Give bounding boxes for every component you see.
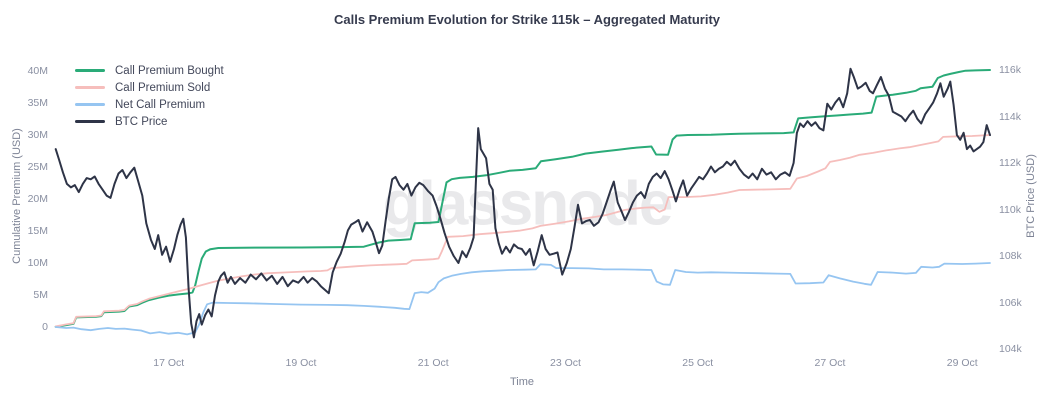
y-left-label: 35M	[27, 97, 48, 109]
line-call-premium-bought	[54, 69, 991, 328]
y-left-label: 10M	[27, 257, 48, 269]
y-right-label: 110k	[999, 203, 1021, 216]
x-tick-label: 27 Oct	[814, 357, 846, 369]
y-right-label: 114k	[999, 110, 1021, 123]
y-left-label: 15M	[27, 225, 48, 237]
line-net-call-premium	[54, 262, 991, 336]
x-axis-title: Time	[509, 376, 535, 388]
x-tick-label: 17 Oct	[153, 357, 185, 369]
legend-item-net-call-premium[interactable]: Net Call Premium	[75, 96, 224, 113]
call-premium-bought-swatch-icon	[75, 69, 105, 72]
line-call-premium-sold	[54, 134, 991, 328]
x-tick-label: 23 Oct	[550, 357, 581, 369]
y-right-label: 116k	[999, 64, 1021, 76]
y-left-label: 40M	[27, 65, 48, 77]
legend-label: Call Premium Sold	[115, 81, 211, 94]
line-btc-price	[54, 67, 991, 339]
legend-item-call-premium-bought[interactable]: Call Premium Bought	[75, 62, 224, 79]
legend-label: Net Call Premium	[115, 98, 206, 111]
y-axis-right-title: BTC Price (USD)	[1025, 154, 1037, 238]
legend-label: Call Premium Bought	[115, 64, 224, 77]
legend-item-btc-price[interactable]: BTC Price	[75, 113, 224, 130]
net-call-premium-swatch-icon	[75, 103, 105, 106]
legend: Call Premium Bought Call Premium Sold Ne…	[75, 62, 224, 130]
glassnode-watermark: glassnode	[382, 169, 674, 239]
y-left-label: 25M	[27, 161, 48, 173]
legend-item-call-premium-sold[interactable]: Call Premium Sold	[75, 79, 224, 96]
x-tick-label: 25 Oct	[682, 357, 714, 369]
y-left-label: 0	[42, 321, 48, 333]
y-right-label: 108k	[999, 250, 1022, 262]
x-tick-label: 29 Oct	[946, 357, 978, 369]
y-left-label: 30M	[27, 129, 48, 141]
y-left-label: 20M	[27, 193, 48, 205]
y-right-label: 106k	[999, 296, 1022, 309]
btc-price-swatch-icon	[75, 120, 105, 123]
call-premium-sold-swatch-icon	[75, 86, 105, 89]
y-right-label: 112k	[999, 157, 1021, 169]
x-tick-label: 19 Oct	[285, 357, 317, 369]
chart-title: Calls Premium Evolution for Strike 115k …	[333, 12, 720, 27]
y-right-label: 104k	[999, 343, 1022, 355]
y-left-label: 5M	[33, 289, 48, 301]
legend-label: BTC Price	[115, 115, 168, 128]
x-tick-label: 21 Oct	[417, 357, 449, 369]
